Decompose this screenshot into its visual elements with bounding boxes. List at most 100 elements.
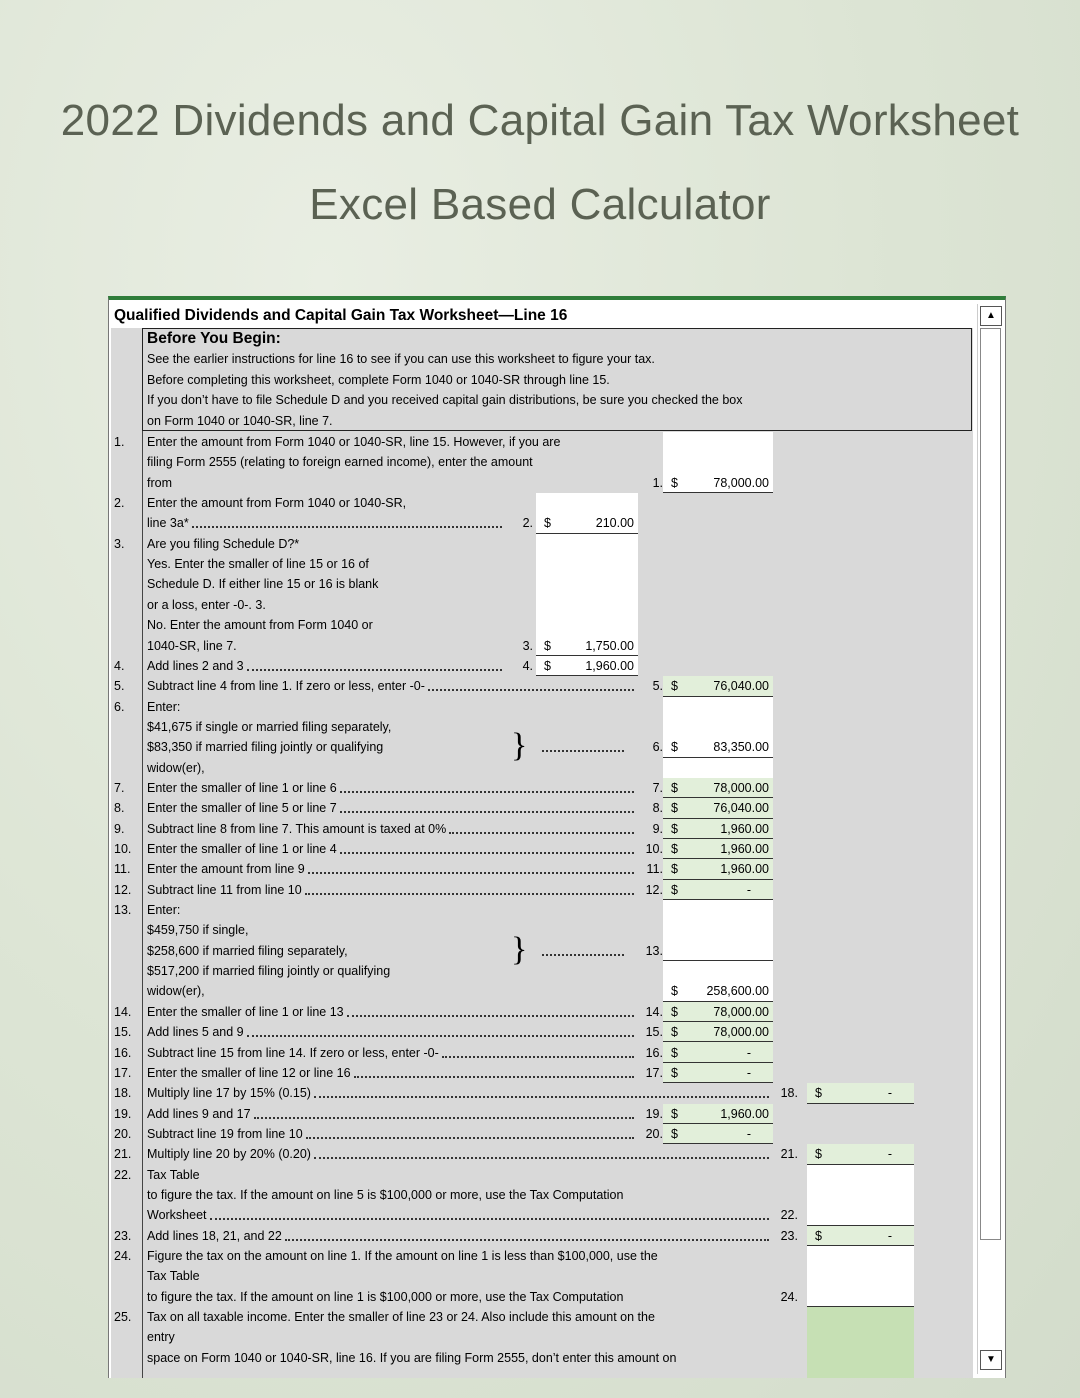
input-cell-area[interactable] — [663, 900, 773, 1002]
amount-field[interactable]: $76,040.00 — [663, 798, 773, 819]
amount-field[interactable]: $1,960.00 — [663, 859, 773, 880]
input-cell-area[interactable] — [663, 1001, 773, 1084]
amount-field[interactable] — [807, 1287, 914, 1308]
line-text: Enter the smaller of line 12 or line 16 — [147, 1063, 634, 1083]
line-label: Yes. Enter the smaller of line 15 or 16 … — [147, 557, 369, 572]
line-label: Enter the smaller of line 1 or line 6 — [147, 780, 337, 795]
line-ref-label: 20. — [645, 1126, 663, 1141]
input-cell-area[interactable] — [807, 1164, 914, 1226]
table-row: entry — [111, 1327, 973, 1347]
amount-field[interactable] — [807, 1205, 914, 1226]
amount-field[interactable]: $258,600.00 — [663, 981, 773, 1002]
table-row: 4. Add lines 2 and 3 4. $1,960.00 — [111, 656, 973, 677]
table-row: 5. Subtract line 4 from line 1. If zero o… — [111, 676, 973, 697]
line-label: Tax Table — [147, 1167, 200, 1182]
dot-leader — [253, 1104, 634, 1119]
line-text: Enter the smaller of line 1 or line 13 — [147, 1002, 634, 1022]
input-cell-area[interactable] — [807, 1225, 914, 1246]
amount-field[interactable]: $ - — [807, 1144, 914, 1165]
line-ref-label: 15. — [645, 1025, 663, 1040]
input-cell-area[interactable] — [807, 1307, 914, 1378]
input-cell-area[interactable] — [663, 1103, 773, 1145]
line-text: Tax Table — [147, 1165, 200, 1185]
input-cell-area[interactable] — [807, 1144, 914, 1165]
line-text: Add lines 5 and 9 — [147, 1022, 634, 1042]
line-number: 25. — [114, 1310, 132, 1325]
input-cell-area[interactable] — [663, 696, 773, 778]
dot-leader — [542, 941, 624, 956]
line-number: 7. — [114, 780, 125, 795]
line-ref-label: 23. — [780, 1228, 798, 1243]
currency-symbol: $ — [671, 862, 678, 877]
scroll-down-icon[interactable]: ▼ — [980, 1350, 1002, 1370]
amount-field[interactable]: $78,000.00 — [663, 1002, 773, 1023]
scroll-up-icon[interactable]: ▲ — [980, 306, 1002, 326]
line-label: Enter the amount from Form 1040 or 1040-… — [147, 496, 407, 511]
amount-field[interactable]: $1,960.00 — [536, 656, 638, 677]
line-label: Tax Table — [147, 1269, 200, 1284]
amount-field[interactable]: $83,350.00 — [663, 737, 773, 758]
line-text: Subtract line 4 from line 1. If zero or … — [147, 676, 634, 696]
worksheet: Qualified Dividends and Capital Gain Tax… — [111, 304, 973, 1378]
line-number: 1. — [114, 435, 125, 449]
amount-field[interactable]: $78,000.00 — [663, 473, 773, 494]
amount-field[interactable]: $78,000.00 — [663, 1022, 773, 1043]
line-label: Subtract line 8 from line 7. This amount… — [147, 821, 447, 836]
line-text: Add lines 18, 21, and 22 — [147, 1226, 769, 1246]
table-row: $83,350 if married filing jointly or qua… — [111, 729, 973, 763]
table-row: filing Form 2555 (relating to foreign ea… — [111, 452, 973, 472]
amount-field[interactable]: $ - — [663, 1043, 773, 1063]
input-cell-area[interactable] — [536, 655, 638, 677]
dot-leader — [304, 880, 634, 895]
table-row: 17. Enter the smaller of line 12 or line … — [111, 1063, 973, 1084]
vertical-scrollbar[interactable]: ▲ ▼ — [977, 304, 1002, 1374]
line-text: or a loss, enter -0-. 3. — [147, 595, 266, 615]
amount-field[interactable]: $ - — [807, 1226, 914, 1246]
input-cell-area[interactable] — [663, 432, 773, 494]
line-number: 8. — [114, 801, 125, 816]
currency-symbol: $ — [544, 658, 551, 673]
line-text: $41,675 if single or married filing sepa… — [147, 717, 391, 737]
line-number: 9. — [114, 821, 125, 836]
amount-field[interactable]: $1,960.00 — [663, 819, 773, 839]
amount-field[interactable]: $ - — [663, 1063, 773, 1084]
line-text: Multiply line 17 by 15% (0.15) — [147, 1083, 769, 1103]
line-ref-label: 14. — [645, 1004, 663, 1019]
amount-field[interactable]: $76,040.00 — [663, 676, 773, 697]
amount-field[interactable]: $78,000.00 — [663, 778, 773, 799]
line-ref-label: 7. — [652, 780, 663, 795]
table-row: 11. Enter the amount from line 9 11. $1,960… — [111, 859, 973, 880]
line-text: from — [147, 473, 172, 493]
dot-leader — [209, 1205, 769, 1221]
scroll-thumb[interactable] — [980, 328, 1001, 1240]
line-label: entry — [147, 1330, 175, 1345]
currency-symbol: $ — [815, 1086, 822, 1101]
line-text: $517,200 if married filing jointly or qu… — [147, 961, 390, 981]
amount-field[interactable]: $ - — [807, 1083, 914, 1104]
dot-leader — [427, 676, 634, 692]
amount-field[interactable]: $1,960.00 — [663, 1104, 773, 1124]
amount-field[interactable]: $210.00 — [536, 513, 638, 534]
currency-symbol: $ — [815, 1147, 822, 1162]
input-cell-area[interactable] — [807, 1083, 914, 1104]
line-label: Subtract line 19 from line 10 — [147, 1126, 303, 1141]
line-text: $258,600 if married filing separately, — [147, 941, 348, 961]
amount-value: 78,000.00 — [713, 1025, 769, 1040]
worksheet-header: Qualified Dividends and Capital Gain Tax… — [111, 304, 973, 328]
amount-field[interactable]: $ - — [663, 1124, 773, 1145]
line-ref-label: 13. — [645, 943, 663, 958]
line-text: Subtract line 8 from line 7. This amount… — [147, 819, 635, 839]
table-row: $459,750 if single, — [111, 920, 973, 940]
input-cell-area[interactable] — [807, 1246, 914, 1308]
input-cell-area[interactable] — [663, 676, 773, 697]
amount-field[interactable] — [663, 941, 773, 962]
input-cell-area[interactable] — [536, 493, 638, 656]
line-label: Enter the smaller of line 1 or line 4 — [147, 842, 337, 856]
amount-value: - — [746, 1045, 751, 1060]
line-text: widow(er), — [147, 758, 205, 778]
amount-field[interactable]: $1,960.00 — [663, 839, 773, 860]
amount-field[interactable]: $ - — [663, 880, 773, 901]
amount-field[interactable]: $1,750.00 — [536, 636, 638, 656]
dot-leader — [305, 1124, 634, 1139]
table-row: 7. Enter the smaller of line 1 or line 6 7… — [111, 778, 973, 799]
